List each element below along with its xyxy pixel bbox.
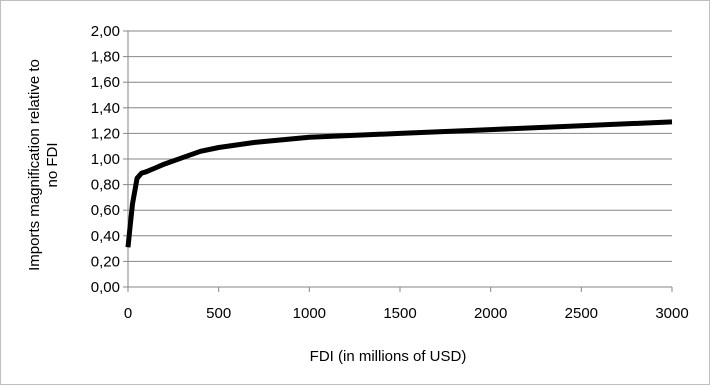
y-tick-label: 1,20 [91, 125, 120, 142]
series-group [125, 119, 673, 248]
y-tick-labels: 0,00 0,20 0,40 0,60 0,80 1,00 1,20 1,40 1,60 1,80… [91, 23, 128, 296]
y-tick-label: 1,80 [91, 49, 120, 66]
y-tick-label: 1,40 [91, 100, 120, 117]
x-tick-label: 1500 [383, 305, 416, 322]
y-tick-label: 1,60 [91, 74, 120, 91]
y-axis-title-line-1: Imports magnification relative to [26, 59, 43, 271]
x-tick-label: 2000 [474, 305, 507, 322]
y-tick-label: 0,00 [91, 279, 120, 296]
y-tick-label: 2,00 [91, 23, 120, 40]
x-tick-label: 1000 [293, 305, 326, 322]
y-tick-label: 0,40 [91, 228, 120, 245]
x-axis-title: FDI (in millions of USD) [310, 348, 467, 365]
y-tick-label: 0,80 [91, 177, 120, 194]
y-tick-label: 0,60 [91, 202, 120, 219]
gridlines [128, 30, 672, 262]
y-axis-title-line-2: no FDI [44, 142, 61, 187]
x-tick-label: 2500 [565, 305, 598, 322]
x-tick-labels: 0 500 1000 1500 2000 2500 3000 [124, 287, 689, 322]
y-tick-label: 0,20 [91, 253, 120, 270]
x-tick-label: 3000 [655, 305, 688, 322]
y-tick-label: 1,00 [91, 151, 120, 168]
x-tick-label: 0 [124, 305, 132, 322]
series-line-0 [125, 119, 673, 248]
x-tick-label: 500 [206, 305, 231, 322]
